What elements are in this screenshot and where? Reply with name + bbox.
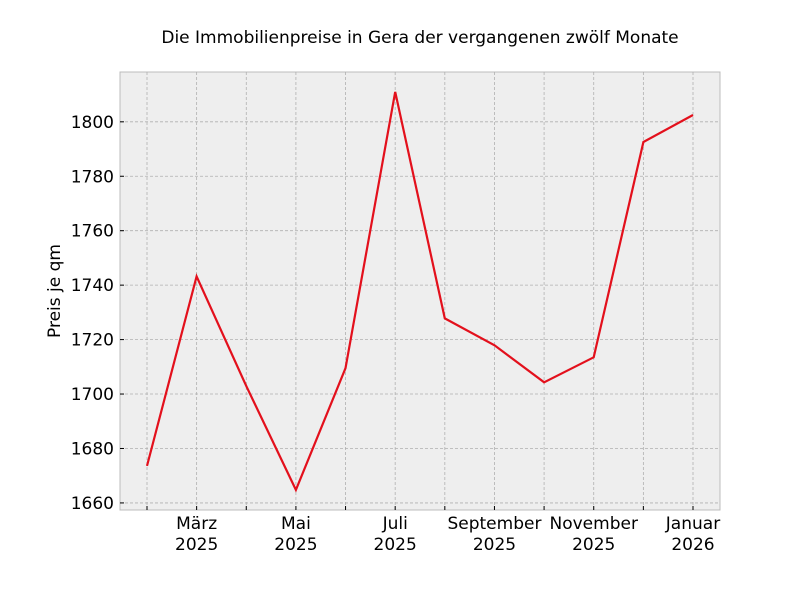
x-tick-label-year: 2025 (374, 535, 417, 555)
y-tick-label: 1760 (71, 222, 114, 242)
x-tick-label-month: Januar (665, 514, 720, 534)
x-tick-label-month: November (550, 514, 638, 534)
x-tick-label-year: 2026 (671, 535, 714, 555)
x-tick-label-month: September (447, 514, 541, 534)
x-tick-label-month: März (176, 514, 217, 534)
plot-area (119, 71, 721, 511)
y-tick-label: 1800 (71, 113, 114, 133)
grid-lines (120, 72, 720, 510)
y-tick-label: 1700 (71, 385, 114, 405)
x-tick-label-month: Mai (281, 514, 311, 534)
x-axis: März2025Mai2025Juli2025September2025Nove… (146, 506, 720, 555)
y-axis: 1660 1680 1700 1720 1740 1760 1780 1800 (71, 113, 124, 514)
x-tick-label-year: 2025 (274, 535, 317, 555)
chart-title: Die Immobilienpreise in Gera der vergang… (161, 28, 678, 48)
price-line (145, 91, 694, 493)
y-tick-label: 1780 (71, 167, 114, 187)
y-tick-label: 1680 (71, 439, 114, 459)
x-tick-label-year: 2025 (175, 535, 218, 555)
x-tick-label-year: 2025 (572, 535, 615, 555)
x-tick-label-year: 2025 (473, 535, 516, 555)
y-tick-label: 1660 (71, 494, 114, 514)
y-tick-label: 1720 (71, 331, 114, 351)
y-axis-label: Preis je qm (45, 244, 65, 338)
y-tick-label: 1740 (71, 276, 114, 296)
x-tick-label-month: Juli (382, 514, 408, 534)
